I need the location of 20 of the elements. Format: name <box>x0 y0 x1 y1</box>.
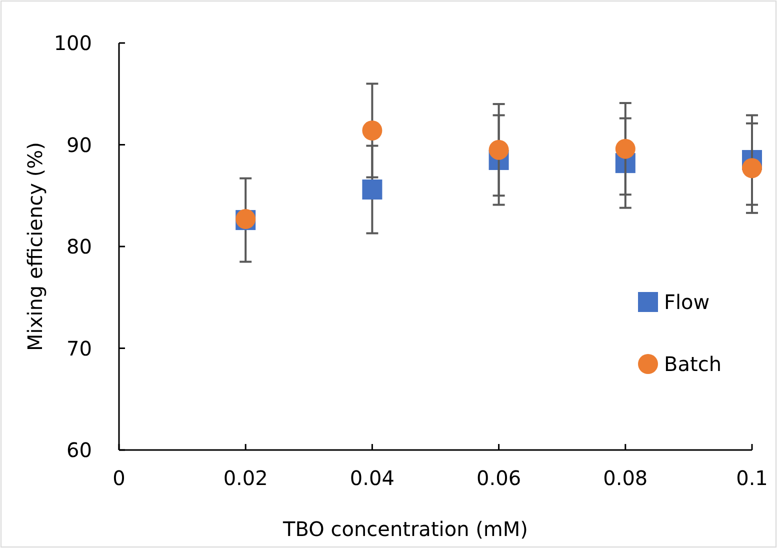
x-tick-label: 0.02 <box>223 466 268 490</box>
x-tick-label: 0.1 <box>736 466 768 490</box>
y-tick-label: 80 <box>66 234 92 258</box>
y-tick-label: 90 <box>66 132 92 157</box>
x-tick-label: 0.06 <box>476 466 522 490</box>
legend-label: Batch <box>664 352 722 376</box>
y-tick-label: 70 <box>66 336 92 360</box>
x-tick-label: 0 <box>112 466 126 490</box>
y-tick-label: 60 <box>66 438 92 462</box>
point <box>362 120 382 141</box>
y-tick-label: 100 <box>54 31 92 55</box>
x-tick-label: 0.04 <box>350 466 394 490</box>
legend-label: Flow <box>664 290 710 314</box>
point <box>742 158 762 178</box>
x-axis-title: TBO concentration (mM) <box>282 517 528 541</box>
point <box>615 138 636 159</box>
x-tick-label: 0.08 <box>603 466 648 490</box>
point <box>362 180 382 200</box>
y-axis-title: Mixing efficiency (%) <box>23 142 47 351</box>
point <box>488 140 509 160</box>
